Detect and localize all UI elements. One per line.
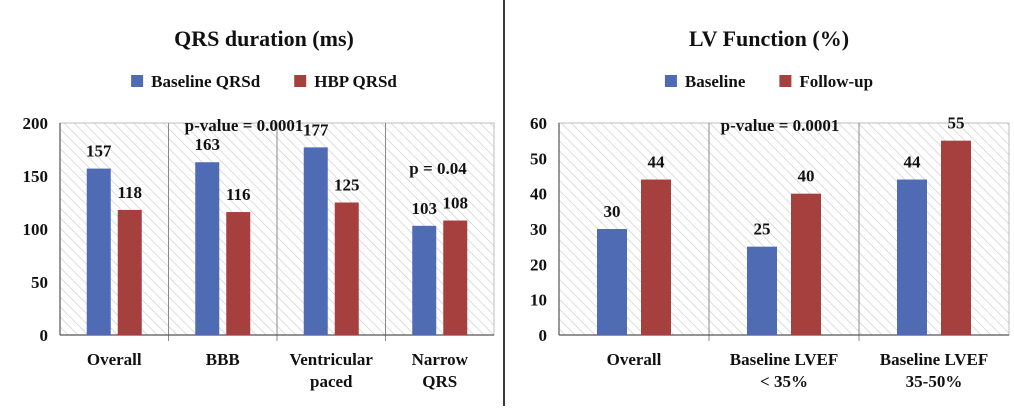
bar-baseline-qrsd-bbb (195, 162, 220, 335)
data-label: 103 (412, 199, 438, 218)
legend-swatch-baseline-qrsd (131, 75, 144, 87)
data-label: 55 (948, 114, 965, 133)
y-tick-label: 60 (530, 114, 547, 133)
y-tick-label: 50 (31, 273, 48, 292)
bar-hbp-qrsd-ventricular-paced (334, 202, 359, 335)
y-tick-label: 0 (539, 326, 548, 345)
x-tick-label: Baseline LVEF < 35% (730, 350, 838, 391)
annotation-p-value: p-value = 0.0001 (721, 116, 840, 135)
legend-label-baseline: Baseline (685, 72, 746, 91)
x-tick-label: Ventricular paced (290, 350, 374, 391)
chart-title: QRS duration (ms) (174, 26, 354, 51)
y-tick-label: 30 (530, 220, 547, 239)
bar-baseline-qrsd-overall (86, 168, 111, 335)
bar-follow-up-baseline-lvef-35-50 (941, 140, 971, 335)
data-label: 163 (195, 135, 221, 154)
y-tick-label: 50 (530, 149, 547, 168)
chart-title: LV Function (%) (689, 26, 849, 51)
qrs-duration-chart-panel: QRS duration (ms) Baseline QRSd HBP QRSd 0 5… (0, 0, 503, 406)
bar-hbp-qrsd-overall (117, 209, 142, 335)
bar-hbp-qrsd-narrow-qrs (443, 220, 468, 335)
y-tick-label: 0 (40, 326, 49, 345)
bar-hbp-qrsd-bbb (226, 212, 251, 335)
bar-baseline-baseline-lvef-35-50 (897, 179, 927, 335)
panel-divider (503, 0, 505, 406)
data-label: 25 (754, 220, 771, 239)
lv-function-chart-panel: LV Function (%) Baseline Follow-up 0 10 20 30 4… (507, 0, 1014, 406)
bar-baseline-overall (597, 229, 627, 335)
y-tick-label: 40 (530, 185, 547, 204)
y-tick-label: 150 (23, 167, 49, 186)
data-label: 108 (443, 194, 469, 213)
x-tick-label: Baseline LVEF 35-50% (880, 350, 988, 391)
data-label: 30 (604, 202, 621, 221)
bar-follow-up-baseline-lvef-35 (791, 193, 821, 335)
legend-swatch-baseline (664, 75, 677, 87)
data-label: 44 (904, 153, 922, 172)
x-tick-label: BBB (206, 350, 240, 369)
data-label: 157 (86, 142, 112, 161)
annotation-p-value: p = 0.04 (409, 159, 467, 178)
x-tick-label: Overall (607, 350, 662, 369)
bar-follow-up-overall (641, 179, 671, 335)
legend-label-baseline-qrsd: Baseline QRSd (151, 72, 261, 91)
y-tick-label: 20 (530, 255, 547, 274)
data-label: 177 (303, 120, 329, 139)
legend-swatch-follow-up (779, 75, 792, 87)
x-tick-label: Overall (87, 350, 142, 369)
bar-baseline-qrsd-ventricular-paced (303, 147, 328, 335)
x-tick-label: Narrow QRS (412, 350, 469, 391)
annotation-p-value: p-value = 0.0001 (185, 116, 304, 135)
legend-label-hbp-qrsd: HBP QRSd (314, 72, 397, 91)
y-tick-label: 200 (23, 114, 49, 133)
lv-function-chart: LV Function (%) Baseline Follow-up 0 10 20 30 4… (530, 26, 1010, 391)
bar-baseline-baseline-lvef-35 (747, 246, 777, 335)
data-label: 118 (117, 183, 142, 202)
legend-swatch-hbp-qrsd (294, 75, 307, 87)
data-label: 40 (798, 167, 815, 186)
y-tick-label: 10 (530, 291, 547, 310)
legend-label-follow-up: Follow-up (799, 72, 873, 91)
y-tick-label: 100 (23, 220, 49, 239)
qrs-duration-chart: QRS duration (ms) Baseline QRSd HBP QRSd 0 5… (23, 26, 495, 391)
data-label: 116 (226, 185, 251, 204)
data-label: 44 (648, 153, 666, 172)
bar-baseline-qrsd-narrow-qrs (412, 225, 437, 335)
data-label: 125 (334, 176, 360, 195)
